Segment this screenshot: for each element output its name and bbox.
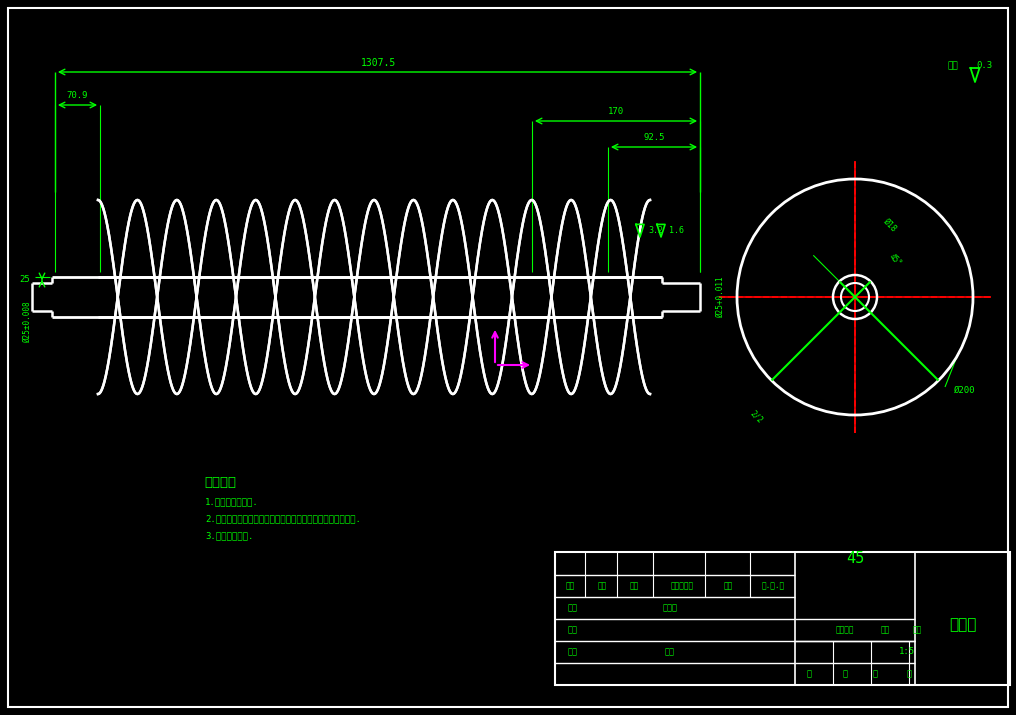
Text: 其余: 其余: [948, 61, 958, 71]
Text: Ø25+0.011: Ø25+0.011: [715, 276, 724, 317]
Text: 45: 45: [846, 551, 865, 566]
Text: 2.零件加工表面上，不应有划痕、磁伤等损坏零件表面的缺陷.: 2.零件加工表面上，不应有划痕、磁伤等损坏零件表面的缺陷.: [205, 515, 361, 523]
Text: 阶段标记: 阶段标记: [836, 626, 854, 634]
Text: 第: 第: [873, 669, 878, 679]
Text: 比例: 比例: [912, 626, 922, 634]
Text: 1:5: 1:5: [899, 648, 915, 656]
Text: 1307.5: 1307.5: [361, 58, 395, 68]
Text: 技术要求: 技术要求: [204, 475, 236, 488]
Text: 批准: 批准: [665, 648, 675, 656]
Text: 签名: 签名: [723, 581, 733, 591]
Text: 年.月.日: 年.月.日: [761, 581, 784, 591]
Text: 70.9: 70.9: [66, 92, 87, 101]
Text: 2/2: 2/2: [748, 409, 764, 425]
Text: 1.零件去除氧化皮.: 1.零件去除氧化皮.: [205, 498, 259, 506]
Bar: [98, 195, 650, 399]
Text: 更改文件号: 更改文件号: [671, 581, 694, 591]
Text: 张: 张: [842, 669, 847, 679]
Text: 设计: 设计: [568, 603, 578, 613]
Text: 45°: 45°: [887, 252, 903, 268]
Text: 张: 张: [906, 669, 911, 679]
Text: 分区: 分区: [629, 581, 639, 591]
Text: 审核: 审核: [568, 626, 578, 634]
Text: 工艺: 工艺: [568, 648, 578, 656]
Text: 标准化: 标准化: [662, 603, 678, 613]
Bar: [555, 552, 1010, 685]
Text: 1.6: 1.6: [670, 226, 684, 235]
Text: 25: 25: [19, 275, 30, 285]
Text: 共: 共: [807, 669, 812, 679]
Text: 3.去除毛刺飞边.: 3.去除毛刺飞边.: [205, 531, 253, 541]
Bar: [98, 277, 650, 317]
Text: 92.5: 92.5: [643, 134, 664, 142]
Text: Ø200: Ø200: [954, 385, 975, 395]
Text: Ø25±0.008: Ø25±0.008: [22, 301, 31, 342]
Text: 170: 170: [608, 107, 624, 117]
Text: Ø18: Ø18: [882, 217, 898, 234]
Text: 重量: 重量: [881, 626, 890, 634]
Text: 0.3: 0.3: [976, 61, 993, 71]
Text: 处数: 处数: [597, 581, 607, 591]
Text: 标记: 标记: [565, 581, 575, 591]
Text: 螺旋轴: 螺旋轴: [949, 618, 976, 633]
Text: 3.2: 3.2: [648, 226, 663, 235]
